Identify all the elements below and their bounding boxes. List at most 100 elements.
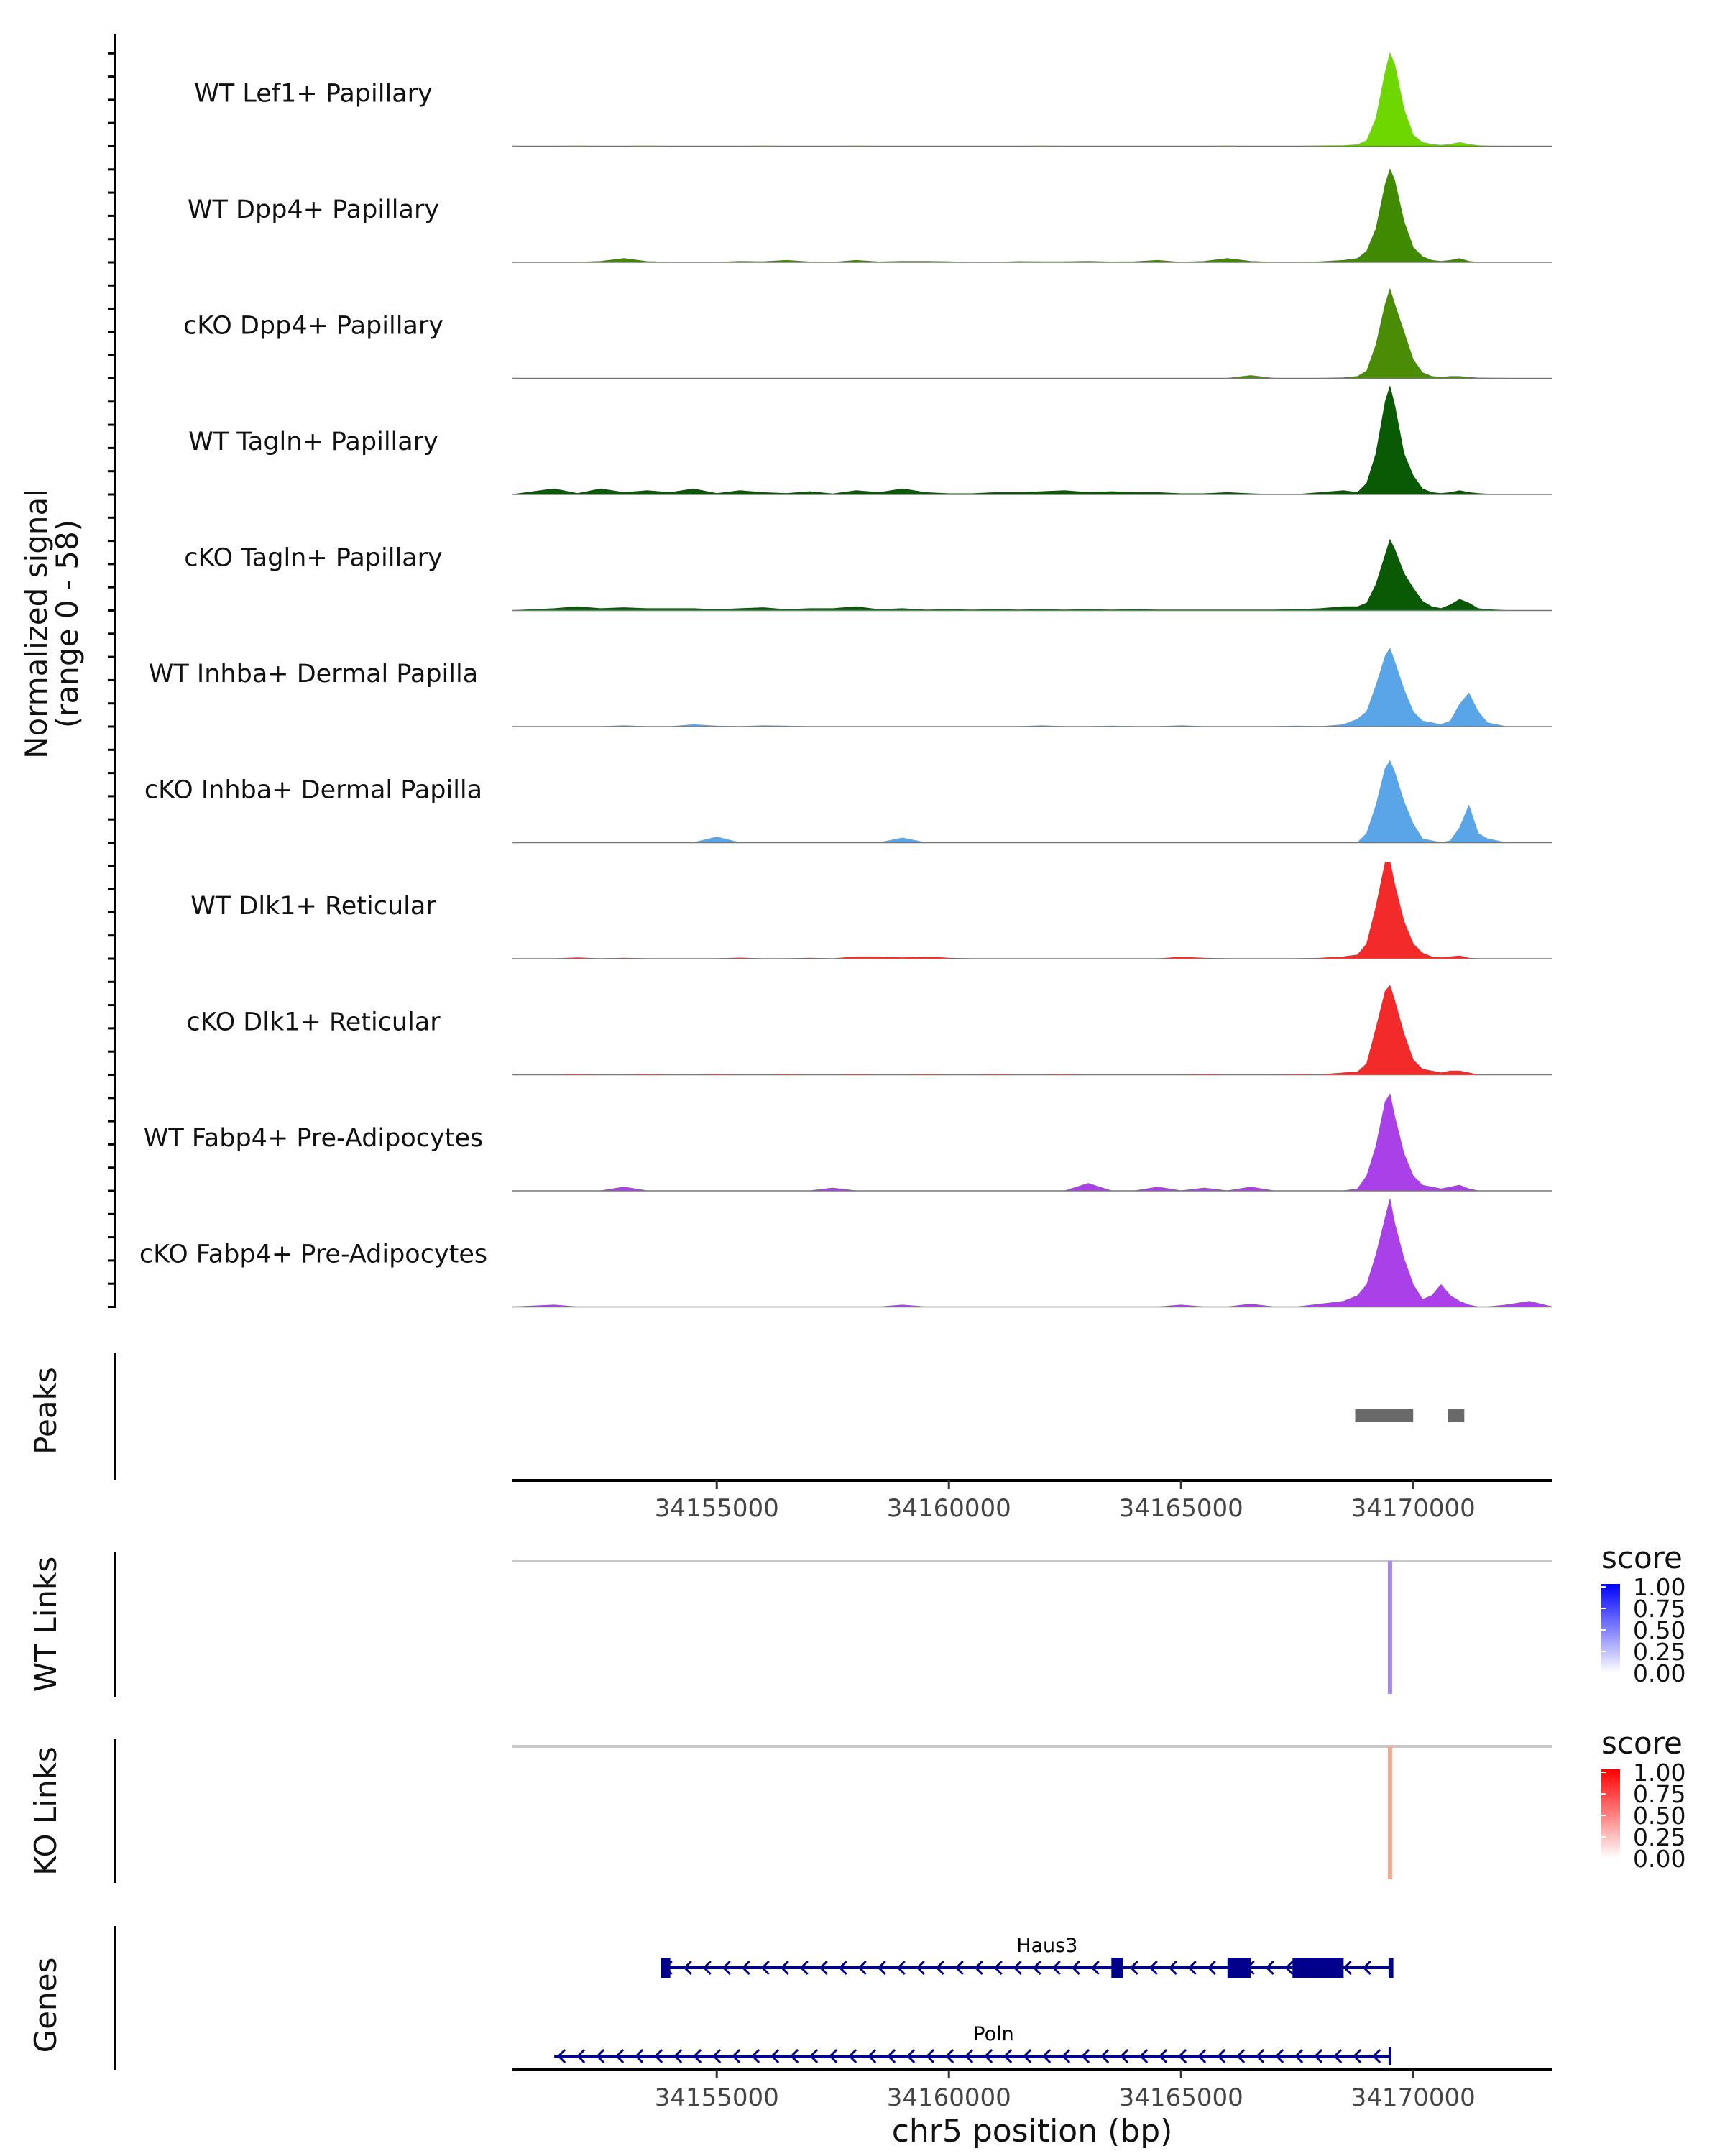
wt-links-axis-title: WT Links <box>28 1557 63 1692</box>
links-tracks: score1.000.750.500.250.00score1.000.750.… <box>512 1540 1685 1879</box>
coverage-area <box>512 385 1552 495</box>
strand-arrow <box>780 1960 789 1976</box>
strand-arrow <box>1197 2048 1207 2064</box>
gene-exon <box>1227 1958 1251 1978</box>
legend-colorbar <box>1601 1584 1620 1673</box>
strand-arrow <box>1071 1960 1080 1976</box>
strand-arrow <box>1353 2048 1362 2064</box>
strand-arrow <box>1129 1960 1138 1976</box>
gene-exon <box>1292 1958 1344 1978</box>
coverage-tracks: WT Lef1+ Papillary WT Dpp4+ Papillary cKO … <box>139 52 1553 1308</box>
coverage-track-label: WT Inhba+ Dermal Papilla <box>149 660 478 688</box>
strand-arrow <box>945 2048 954 2064</box>
strand-arrow <box>1100 2048 1110 2064</box>
coverage-area <box>512 168 1552 263</box>
strand-arrow <box>712 2048 722 2064</box>
x-axis-ticks-middle: 34155000 34160000 34165000 34170000 <box>655 1480 1476 1523</box>
strand-arrow <box>935 1960 944 1976</box>
peaks-axis-title: Peaks <box>28 1367 63 1455</box>
strand-arrow <box>819 1960 828 1976</box>
coverage-track: WT Inhba+ Dermal Papilla <box>149 648 1552 727</box>
coverage-track-label: cKO Inhba+ Dermal Papilla <box>144 776 482 805</box>
coverage-area <box>512 538 1552 611</box>
coverage-y-axis-title: Normalized signal <box>19 489 54 759</box>
coverage-track: WT Dpp4+ Papillary <box>188 168 1552 263</box>
coverage-track-label: cKO Dlk1+ Reticular <box>186 1008 441 1037</box>
strand-arrow <box>1275 2048 1284 2064</box>
coverage-track-label: WT Dlk1+ Reticular <box>190 892 436 921</box>
legend-tick-label: 1.00 <box>1633 1573 1685 1601</box>
strand-arrow <box>1042 2048 1052 2064</box>
x-axis-title: chr5 position (bp) <box>892 2113 1173 2150</box>
x-tick-label: 34170000 <box>1351 2083 1476 2112</box>
strand-arrow <box>877 1960 886 1976</box>
strand-arrow <box>1120 2048 1129 2064</box>
strand-arrow <box>1149 1960 1158 1976</box>
coverage-track-label: cKO Tagln+ Papillary <box>184 544 443 573</box>
strand-arrow <box>954 1960 964 1976</box>
strand-arrow <box>576 2048 586 2064</box>
coverage-y-axis-range: (range 0 - 58) <box>50 520 85 728</box>
legend-tick-label: 0.75 <box>1633 1780 1685 1808</box>
strand-arrow <box>1013 1960 1022 1976</box>
coverage-track: cKO Dpp4+ Papillary <box>183 287 1552 379</box>
x-tick-label: 34155000 <box>655 2083 779 2112</box>
strand-arrow <box>1168 1960 1177 1976</box>
strand-arrow <box>1314 2048 1323 2064</box>
strand-arrow <box>1159 2048 1168 2064</box>
strand-arrow <box>974 1960 983 1976</box>
coverage-track: WT Tagln+ Papillary <box>188 385 1552 495</box>
strand-arrow <box>838 1960 847 1976</box>
coverage-track-label: WT Dpp4+ Papillary <box>188 195 439 224</box>
strand-arrow <box>829 2048 838 2064</box>
strand-arrow <box>1343 1960 1352 1976</box>
legend-title: score <box>1601 1726 1683 1761</box>
coverage-track-label: WT Fabp4+ Pre-Adipocytes <box>144 1124 483 1153</box>
strand-arrow <box>1362 1960 1371 1976</box>
ko-links-axis-title: KO Links <box>28 1746 63 1876</box>
strand-arrow <box>683 1960 692 1976</box>
coverage-track: cKO Inhba+ Dermal Papilla <box>144 760 1552 844</box>
x-tick-label: 34170000 <box>1351 1494 1476 1523</box>
legend-tick-label: 1.00 <box>1633 1759 1685 1787</box>
strand-arrow <box>857 1960 867 1976</box>
strand-arrow <box>693 2048 702 2064</box>
peak-region <box>1448 1409 1465 1422</box>
strand-arrow <box>799 1960 809 1976</box>
strand-arrow <box>1372 2048 1381 2064</box>
coverage-track: cKO Fabp4+ Pre-Adipocytes <box>139 1199 1553 1308</box>
coverage-area <box>512 862 1552 959</box>
strand-arrow <box>1023 2048 1032 2064</box>
legend-tick-label: 0.25 <box>1633 1823 1685 1851</box>
gene-model: Haus3 <box>661 1935 1394 1978</box>
strand-arrow <box>1333 2048 1343 2064</box>
gene-exon <box>661 1958 671 1978</box>
strand-arrow <box>965 2048 974 2064</box>
genes-track: Haus3 Poln <box>554 1935 1394 2065</box>
strand-arrow <box>1178 2048 1187 2064</box>
peaks-track <box>1355 1409 1465 1422</box>
coverage-track: WT Lef1+ Papillary <box>194 52 1552 147</box>
strand-arrow <box>741 1960 750 1976</box>
strand-arrow <box>848 2048 857 2064</box>
legend-tick-label: 0.50 <box>1633 1616 1685 1644</box>
strand-arrow <box>790 2048 799 2064</box>
legend-tick-label: 0.00 <box>1633 1845 1685 1873</box>
x-tick-label: 34160000 <box>887 1494 1011 1523</box>
gene-exon <box>1111 1958 1123 1978</box>
strand-arrow <box>809 2048 819 2064</box>
strand-arrow <box>1217 2048 1226 2064</box>
strand-arrow <box>770 2048 780 2064</box>
strand-arrow <box>1003 2048 1013 2064</box>
strand-arrow <box>993 1960 1003 1976</box>
strand-arrow <box>702 1960 712 1976</box>
strand-arrow <box>887 2048 896 2064</box>
coverage-track-label: cKO Dpp4+ Papillary <box>183 312 443 341</box>
strand-arrow <box>732 2048 741 2064</box>
legend-colorbar <box>1601 1769 1620 1858</box>
strand-arrow <box>596 2048 605 2064</box>
legend-tick-label: 0.75 <box>1633 1595 1685 1623</box>
